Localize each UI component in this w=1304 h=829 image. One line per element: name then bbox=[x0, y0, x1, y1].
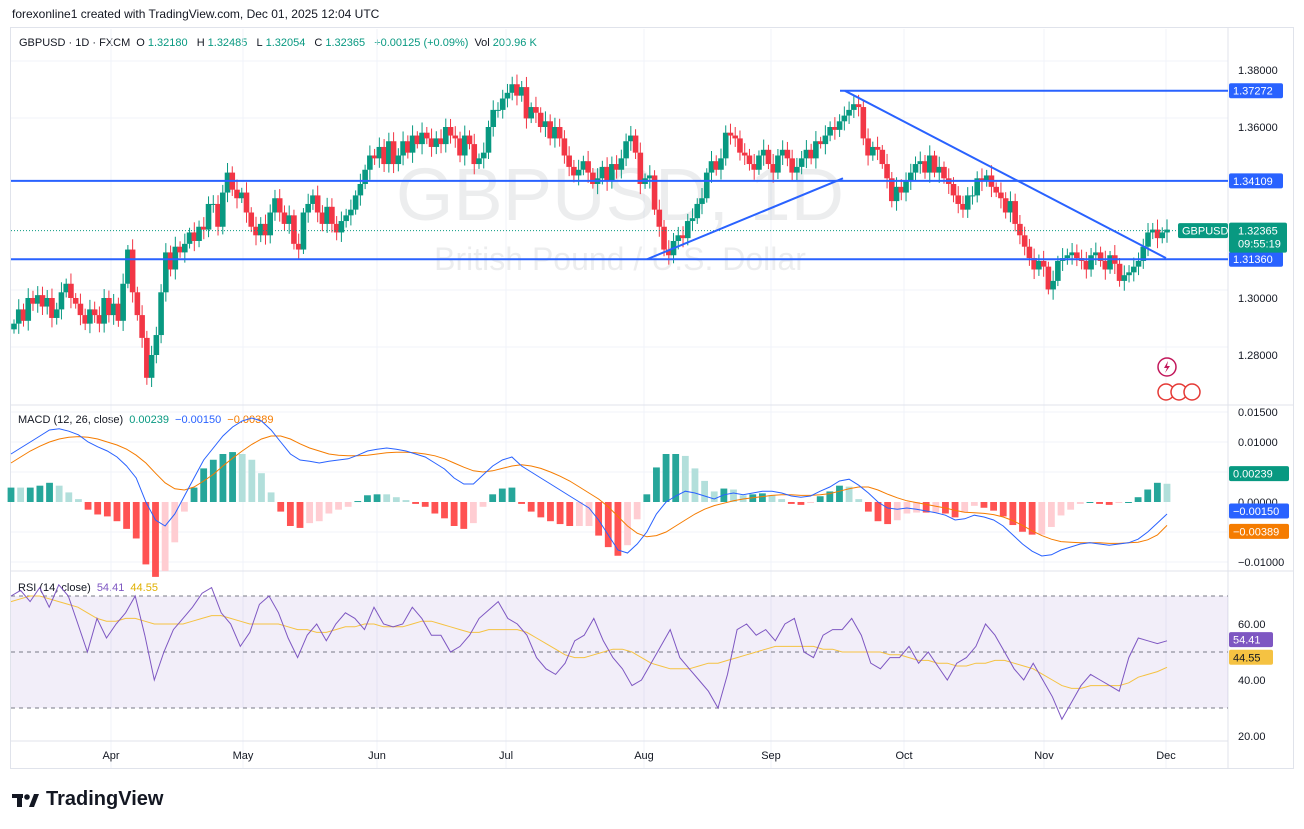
rsi-legend: RSI (14, close) 54.41 44.55 bbox=[18, 582, 161, 594]
tradingview-logo-icon bbox=[12, 793, 39, 807]
change-value: +0.00125 (+0.09%) bbox=[374, 37, 469, 49]
tradingview-wordmark: TradingView bbox=[46, 788, 164, 810]
low-value: 1.32054 bbox=[265, 37, 306, 49]
volume-value: 200.96 K bbox=[492, 37, 537, 49]
open-value: 1.32180 bbox=[147, 37, 188, 49]
macd-line-value: −0.00150 bbox=[175, 414, 222, 426]
macd-hist-value: 0.00239 bbox=[129, 414, 169, 426]
symbol-label: GBPUSD · 1D · FXCM bbox=[19, 37, 131, 49]
rsi-label: RSI (14, close) bbox=[18, 582, 91, 594]
macd-legend: MACD (12, 26, close) 0.00239 −0.00150 −0… bbox=[18, 414, 276, 426]
attribution-text: forexonline1 created with TradingView.co… bbox=[12, 7, 380, 21]
chart-frame[interactable]: GBPUSD · 1D · FXCM O 1.32180 H 1.32485 L 1.… bbox=[10, 27, 1294, 769]
tradingview-logo[interactable]: TradingView bbox=[12, 788, 163, 811]
high-value: 1.32485 bbox=[207, 37, 248, 49]
rsi-ma-value: 44.55 bbox=[130, 582, 158, 594]
rsi-value: 54.41 bbox=[96, 582, 125, 594]
macd-label: MACD (12, 26, close) bbox=[18, 414, 124, 426]
close-value: 1.32365 bbox=[325, 37, 366, 49]
macd-signal-value: −0.00389 bbox=[227, 414, 274, 426]
price-legend: GBPUSD · 1D · FXCM O 1.32180 H 1.32485 L 1.… bbox=[19, 37, 537, 49]
